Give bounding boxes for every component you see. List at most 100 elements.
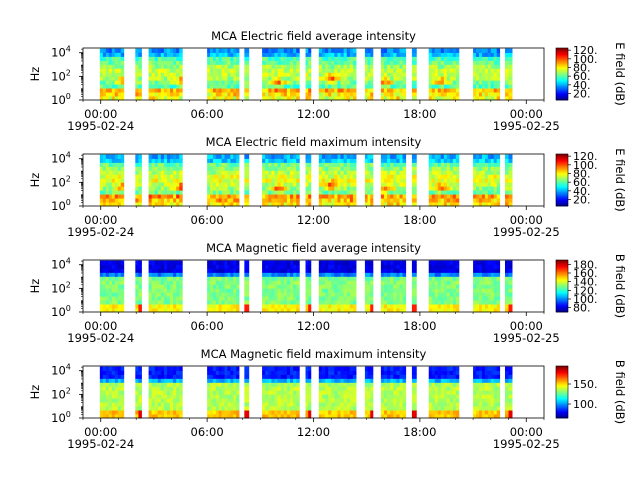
spectrogram-cell — [230, 402, 234, 407]
spectrogram-cell — [340, 292, 345, 297]
spectrogram-cell — [233, 52, 237, 57]
spectrogram-cell — [434, 390, 439, 395]
spectrogram-cell — [318, 170, 323, 175]
spectrogram-cell — [157, 190, 162, 195]
spectrogram-cell — [508, 276, 513, 281]
y-tick-label: 100 — [51, 304, 71, 319]
spectrogram-cell — [455, 182, 460, 187]
spectrogram-cell — [437, 158, 442, 163]
spectrogram-cell — [207, 190, 211, 195]
spectrogram-cell — [120, 296, 125, 301]
spectrogram-cell — [452, 414, 457, 419]
spectrogram-cell — [215, 190, 220, 195]
colorbar-step — [556, 287, 568, 289]
spectrogram-cell — [296, 296, 300, 301]
spectrogram-cell — [207, 374, 211, 379]
spectrogram-cell — [440, 292, 445, 297]
spectrogram-cell — [207, 308, 211, 313]
x-tick-label: 00:00 — [510, 107, 543, 121]
spectrogram-cell — [318, 52, 323, 57]
spectrogram-cell — [337, 194, 341, 199]
spectrogram-cell — [151, 288, 156, 293]
spectrogram-cell — [221, 280, 225, 285]
spectrogram-cell — [390, 272, 394, 277]
spectrogram-cell — [138, 276, 142, 281]
spectrogram-cell — [402, 60, 407, 65]
spectrogram-cell — [102, 56, 107, 61]
spectrogram-cell — [274, 182, 278, 187]
spectrogram-cell — [157, 382, 162, 387]
spectrogram-cell — [428, 190, 433, 195]
spectrogram-cell — [496, 68, 501, 73]
spectrogram-cell — [393, 60, 397, 65]
spectrogram-cell — [346, 202, 351, 207]
spectrogram-cell — [481, 276, 486, 281]
spectrogram-cell — [399, 72, 403, 77]
spectrogram-cell — [318, 308, 323, 313]
spectrogram-cell — [437, 284, 442, 289]
spectrogram-cell — [325, 374, 329, 379]
colorbar-step — [556, 74, 568, 76]
spectrogram-cell — [277, 166, 282, 171]
spectrogram-cell — [293, 414, 297, 419]
spectrogram-cell — [105, 260, 110, 265]
spectrogram-cell — [160, 84, 165, 89]
spectrogram-cell — [290, 394, 294, 399]
spectrogram-cell — [325, 52, 329, 57]
spectrogram-cell — [370, 182, 374, 187]
spectrogram-cell — [170, 296, 174, 301]
spectrogram-cell — [262, 410, 266, 415]
spectrogram-cell — [163, 158, 168, 163]
spectrogram-cell — [212, 280, 217, 285]
spectrogram-cell — [396, 84, 400, 89]
spectrogram-cell — [218, 394, 223, 399]
spectrogram-cell — [135, 162, 139, 167]
spectrogram-cell — [449, 296, 454, 301]
spectrogram-cell — [176, 406, 180, 411]
spectrogram-cell — [120, 284, 125, 289]
spectrogram-cell — [343, 88, 348, 93]
spectrogram-cell — [443, 194, 448, 199]
spectrogram-cell — [236, 76, 240, 81]
spectrogram-cell — [396, 394, 400, 399]
spectrogram-cell — [157, 260, 162, 265]
spectrogram-cell — [331, 366, 335, 371]
spectrogram-cell — [437, 178, 442, 183]
spectrogram-cell — [484, 190, 489, 195]
spectrogram-cell — [352, 80, 357, 85]
spectrogram-cell — [283, 60, 288, 65]
spectrogram-cell — [138, 370, 142, 375]
spectrogram-cell — [346, 374, 351, 379]
spectrogram-cell — [446, 276, 451, 281]
spectrogram-cell — [481, 268, 486, 273]
spectrogram-cell — [290, 406, 294, 411]
spectrogram-cell — [380, 374, 385, 379]
spectrogram-cell — [286, 378, 291, 383]
spectrogram-cell — [305, 284, 309, 289]
spectrogram-cell — [305, 178, 309, 183]
spectrogram-cell — [411, 194, 417, 199]
spectrogram-cell — [334, 292, 338, 297]
spectrogram-cell — [437, 398, 442, 403]
spectrogram-cell — [154, 370, 159, 375]
spectrogram-cell — [108, 162, 113, 167]
spectrogram-cell — [321, 402, 326, 407]
spectrogram-cell — [340, 268, 345, 273]
spectrogram-cell — [111, 288, 116, 293]
spectrogram-cell — [265, 76, 269, 81]
spectrogram-cell — [399, 56, 403, 61]
spectrogram-cell — [296, 406, 300, 411]
spectrogram-cell — [265, 92, 269, 97]
spectrogram-cell — [160, 276, 165, 281]
y-tick-exponent: 0 — [66, 198, 71, 207]
spectrogram-cell — [207, 174, 211, 179]
spectrogram-cell — [346, 178, 351, 183]
spectrogram-cell — [476, 68, 480, 73]
spectrogram-cell — [352, 410, 357, 415]
spectrogram-cell — [340, 96, 345, 101]
spectrogram-cell — [402, 370, 407, 375]
spectrogram-cell — [487, 88, 492, 93]
spectrogram-cell — [449, 276, 454, 281]
spectrogram-cell — [393, 296, 397, 301]
spectrogram-cell — [290, 170, 294, 175]
